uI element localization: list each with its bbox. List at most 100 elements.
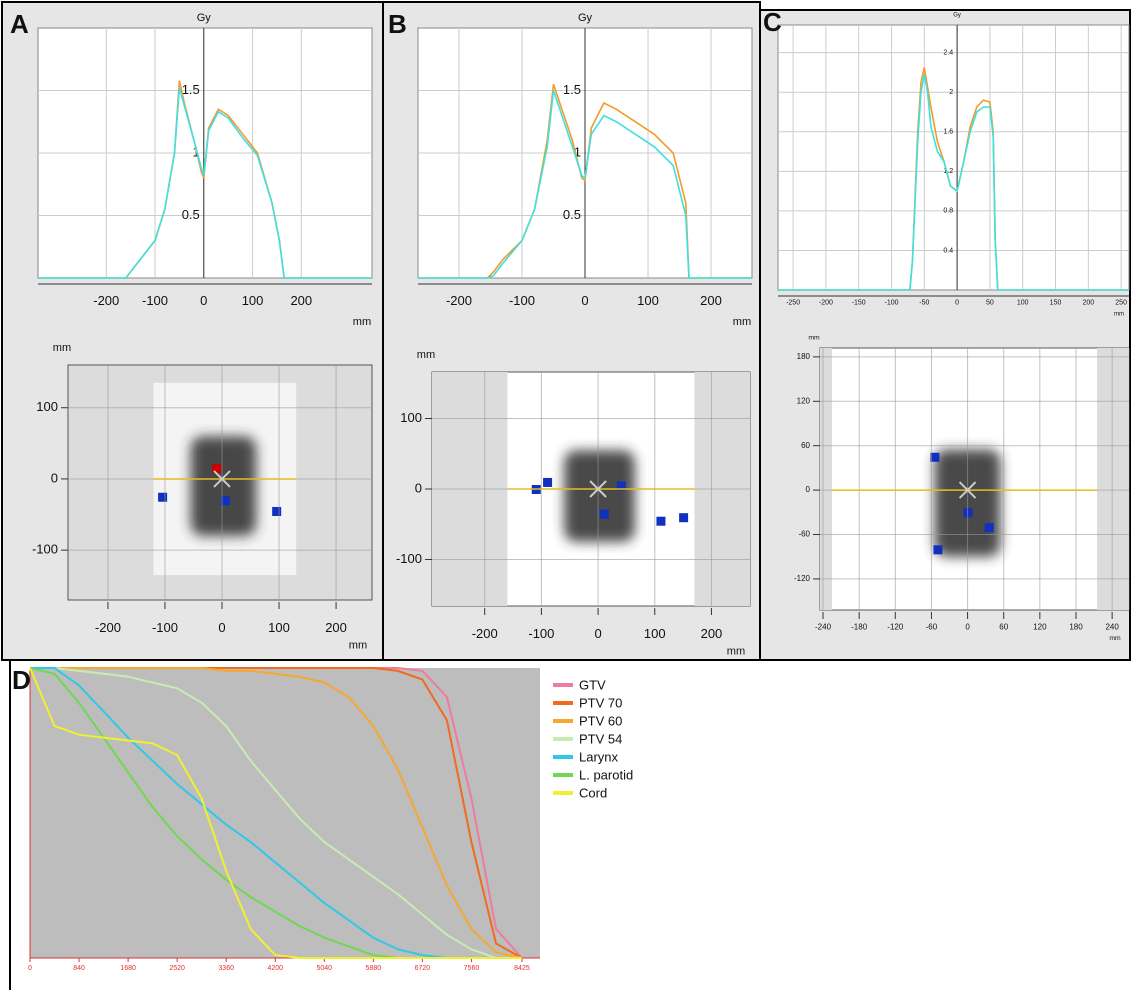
x-tick-label: -200 — [95, 620, 121, 635]
panel-label: B — [388, 9, 407, 39]
x-tick-label: -100 — [884, 299, 898, 306]
x-tick-label: -100 — [142, 293, 168, 308]
x-tick-label: -60 — [926, 623, 938, 632]
legend-label: PTV 70 — [579, 695, 622, 710]
x-tick-label: 100 — [242, 293, 264, 308]
dose-blob — [191, 436, 257, 536]
contour-spot — [600, 510, 609, 519]
y-tick-label: 100 — [400, 410, 422, 425]
x-tick-label: 5040 — [317, 965, 333, 972]
dose-image — [68, 365, 372, 600]
x-tick-label: 7560 — [464, 965, 480, 972]
y-axis-label: Gy — [578, 12, 593, 24]
x-tick-label: 60 — [999, 623, 1008, 632]
contour-spot — [158, 493, 167, 502]
x-tick-label: 200 — [1082, 299, 1094, 306]
x-tick-label: -100 — [509, 293, 535, 308]
x-tick-label: -120 — [887, 623, 904, 632]
x-tick-label: 0 — [28, 965, 32, 972]
contour-spot — [985, 523, 994, 532]
x-tick-label: -240 — [815, 623, 832, 632]
y-tick-label: -60 — [798, 530, 810, 539]
panel-label: C — [763, 7, 782, 37]
y-tick-label: 0 — [415, 480, 422, 495]
panel-label: D — [12, 665, 31, 695]
y-tick-label: 1.2 — [943, 168, 953, 175]
x-tick-label: 0 — [594, 626, 601, 641]
figure: -200-10001002000.511.5Gymm-200-100010020… — [0, 0, 1131, 990]
x-axis-label: mm — [1109, 635, 1121, 642]
x-tick-label: 4200 — [267, 965, 283, 972]
x-tick-label: 100 — [637, 293, 659, 308]
y-axis-label: mm — [53, 342, 71, 354]
x-tick-label: 840 — [73, 965, 85, 972]
x-tick-label: 2520 — [169, 965, 185, 972]
legend-label: L. parotid — [579, 767, 633, 782]
x-tick-label: 200 — [290, 293, 312, 308]
x-tick-label: 8425 — [514, 965, 530, 972]
y-tick-label: -100 — [32, 542, 58, 557]
x-tick-label: -250 — [786, 299, 800, 306]
y-tick-label: 180 — [797, 352, 811, 361]
panel-label: A — [10, 9, 29, 39]
x-tick-label: 100 — [268, 620, 290, 635]
y-tick-label: 1.5 — [182, 82, 200, 97]
x-tick-label: -180 — [851, 623, 868, 632]
x-tick-label: -150 — [852, 299, 866, 306]
x-axis-label: mm — [1114, 311, 1124, 317]
x-tick-label: -200 — [93, 293, 119, 308]
legend-label: PTV 54 — [579, 731, 622, 746]
x-axis-label: mm — [353, 316, 371, 328]
legend-label: PTV 60 — [579, 713, 622, 728]
x-tick-label: 6720 — [415, 965, 431, 972]
x-axis-label: mm — [727, 645, 745, 657]
y-axis-label: Gy — [953, 13, 961, 19]
x-tick-label: 0 — [218, 620, 225, 635]
x-tick-label: 0 — [965, 623, 970, 632]
x-tick-label: -200 — [472, 626, 498, 641]
y-tick-label: -120 — [794, 574, 811, 583]
outside-field — [820, 348, 832, 610]
x-tick-label: 100 — [1017, 299, 1029, 306]
y-tick-label: 0.8 — [943, 208, 953, 215]
x-axis-label: mm — [349, 639, 367, 651]
y-axis-label: mm — [417, 349, 435, 361]
x-tick-label: 240 — [1105, 623, 1119, 632]
y-tick-label: 60 — [801, 441, 810, 450]
contour-spot — [543, 478, 552, 487]
y-tick-label: 2 — [949, 89, 953, 96]
x-tick-label: 200 — [700, 293, 722, 308]
y-axis-label: mm — [808, 334, 820, 341]
y-tick-label: 0 — [806, 485, 811, 494]
y-tick-label: 0.4 — [943, 247, 953, 254]
x-tick-label: 180 — [1069, 623, 1083, 632]
x-tick-label: -50 — [919, 299, 929, 306]
contour-spot — [679, 513, 688, 522]
x-tick-label: -100 — [528, 626, 554, 641]
contour-spot — [272, 507, 281, 516]
x-tick-label: 0 — [200, 293, 207, 308]
x-tick-label: 150 — [1050, 299, 1062, 306]
y-tick-label: 0.5 — [563, 207, 581, 222]
y-tick-label: 0.5 — [182, 207, 200, 222]
x-tick-label: -200 — [446, 293, 472, 308]
y-tick-label: 0 — [51, 470, 58, 485]
y-tick-label: 1.6 — [943, 129, 953, 136]
contour-spot — [933, 545, 942, 554]
x-tick-label: 0 — [955, 299, 959, 306]
legend-label: Larynx — [579, 749, 619, 764]
legend-label: GTV — [579, 677, 606, 692]
dose-image — [820, 348, 1129, 610]
x-tick-label: 200 — [325, 620, 347, 635]
x-tick-label: -200 — [819, 299, 833, 306]
legend-label: Cord — [579, 785, 607, 800]
x-axis-label: mm — [733, 316, 751, 328]
contour-spot — [656, 517, 665, 526]
x-tick-label: 250 — [1115, 299, 1127, 306]
x-tick-label: 50 — [986, 299, 994, 306]
x-tick-label: -100 — [152, 620, 178, 635]
y-axis-label: Gy — [197, 12, 212, 24]
x-tick-label: 0 — [581, 293, 588, 308]
y-tick-label: 2.4 — [943, 50, 953, 57]
outside-field — [1097, 348, 1129, 610]
